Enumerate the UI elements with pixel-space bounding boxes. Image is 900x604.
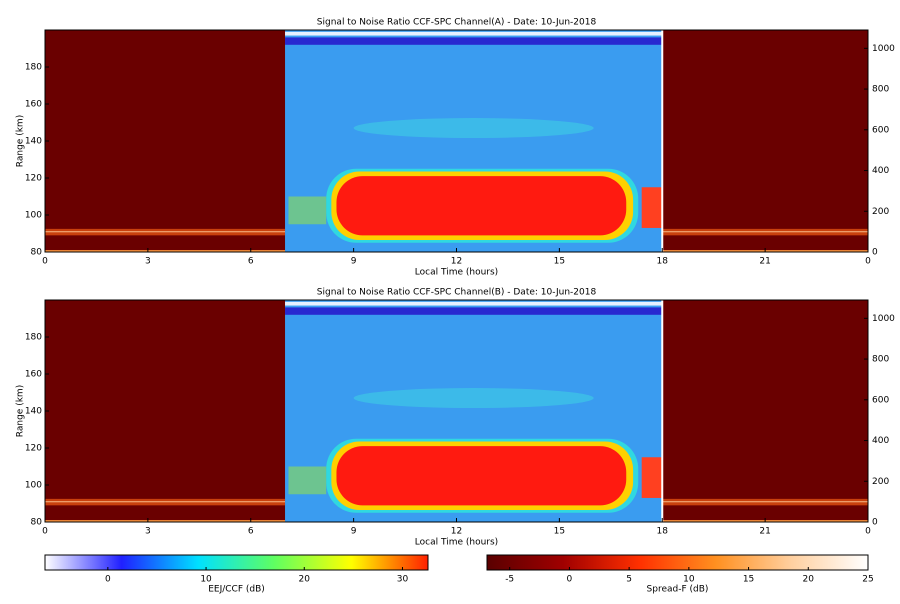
colorbar-tick-label: -5: [505, 575, 514, 585]
colorbar-tick-label: 5: [626, 575, 632, 585]
upper-layer: [353, 118, 594, 139]
y-tick-label: 120: [25, 444, 42, 454]
colorbar-tick-label: 10: [683, 575, 695, 585]
night-layer-core: [662, 501, 868, 503]
y-tick-label: 160: [25, 370, 42, 380]
eej-core: [336, 446, 627, 506]
y-tick-label: 160: [25, 100, 42, 110]
colorbar-tick-label: 15: [743, 575, 754, 585]
y2-tick-label: 400: [872, 166, 889, 176]
x-tick-label: 0: [865, 527, 871, 537]
y2-tick-label: 1000: [872, 44, 895, 54]
y2-tick-label: 800: [872, 85, 889, 95]
y-tick-label: 140: [25, 137, 42, 147]
y2-tick-label: 400: [872, 436, 889, 446]
colorbar-label: Spread-F (dB): [647, 585, 709, 595]
y-tick-label: 180: [25, 333, 42, 343]
y2-tick-label: 0: [872, 518, 878, 528]
chart-title: Signal to Noise Ratio CCF-SPC Channel(A)…: [317, 18, 597, 28]
eej-core: [336, 176, 627, 236]
late-echo: [641, 187, 663, 228]
night-floor: [45, 520, 286, 522]
colorbar-tick-label: 10: [200, 575, 212, 585]
colorbar-tick-label: 0: [105, 575, 111, 585]
x-tick-label: 3: [145, 527, 151, 537]
colorbar-tick-label: 25: [862, 575, 873, 585]
x-axis-label: Local Time (hours): [415, 538, 498, 548]
night-layer-core: [662, 231, 868, 233]
y-tick-label: 180: [25, 63, 42, 73]
y-tick-label: 100: [25, 211, 42, 221]
colorbar-tick-label: 20: [299, 575, 311, 585]
x-tick-label: 15: [554, 527, 565, 537]
y-tick-label: 120: [25, 174, 42, 184]
colorbar-tick-label: 20: [803, 575, 815, 585]
x-tick-label: 3: [145, 257, 151, 267]
x-tick-label: 18: [657, 527, 669, 537]
y-tick-label: 80: [31, 518, 43, 528]
chart-title: Signal to Noise Ratio CCF-SPC Channel(B)…: [317, 288, 597, 298]
x-tick-label: 6: [248, 527, 254, 537]
y2-tick-label: 1000: [872, 314, 895, 324]
y2-tick-label: 0: [872, 248, 878, 258]
x-tick-label: 0: [865, 257, 871, 267]
y-tick-label: 100: [25, 481, 42, 491]
colorbar-tick-label: 0: [567, 575, 573, 585]
early-echo: [288, 466, 327, 495]
y2-tick-label: 200: [872, 207, 889, 217]
colorbar-label: EEJ/CCF (dB): [208, 585, 265, 595]
x-tick-label: 9: [351, 527, 357, 537]
night-layer-core: [45, 501, 286, 503]
x-tick-label: 18: [657, 257, 669, 267]
y2-tick-label: 200: [872, 477, 889, 487]
top-stripe: [285, 31, 663, 36]
colorbar: [486, 554, 869, 571]
night-floor: [45, 250, 286, 252]
x-tick-label: 12: [451, 257, 462, 267]
y-tick-label: 140: [25, 407, 42, 417]
early-echo: [288, 196, 327, 225]
top-band: [285, 37, 663, 45]
x-tick-label: 21: [759, 527, 770, 537]
x-axis-label: Local Time (hours): [415, 268, 498, 278]
top-stripe: [285, 301, 663, 306]
x-tick-label: 0: [42, 527, 48, 537]
x-tick-label: 12: [451, 527, 462, 537]
x-tick-label: 15: [554, 257, 565, 267]
y2-tick-label: 800: [872, 355, 889, 365]
y-axis-label: Range (km): [16, 115, 26, 167]
upper-layer: [353, 388, 594, 409]
top-band: [285, 307, 663, 315]
x-tick-label: 6: [248, 257, 254, 267]
y2-tick-label: 600: [872, 395, 889, 405]
y-axis-label: Range (km): [16, 385, 26, 437]
y2-tick-label: 600: [872, 125, 889, 135]
colorbar: [44, 554, 429, 571]
x-tick-label: 21: [759, 257, 770, 267]
colorbar-tick-label: 30: [397, 575, 409, 585]
x-tick-label: 9: [351, 257, 357, 267]
y-tick-label: 80: [31, 248, 43, 258]
late-echo: [641, 457, 663, 498]
night-layer-core: [45, 231, 286, 233]
x-tick-label: 0: [42, 257, 48, 267]
